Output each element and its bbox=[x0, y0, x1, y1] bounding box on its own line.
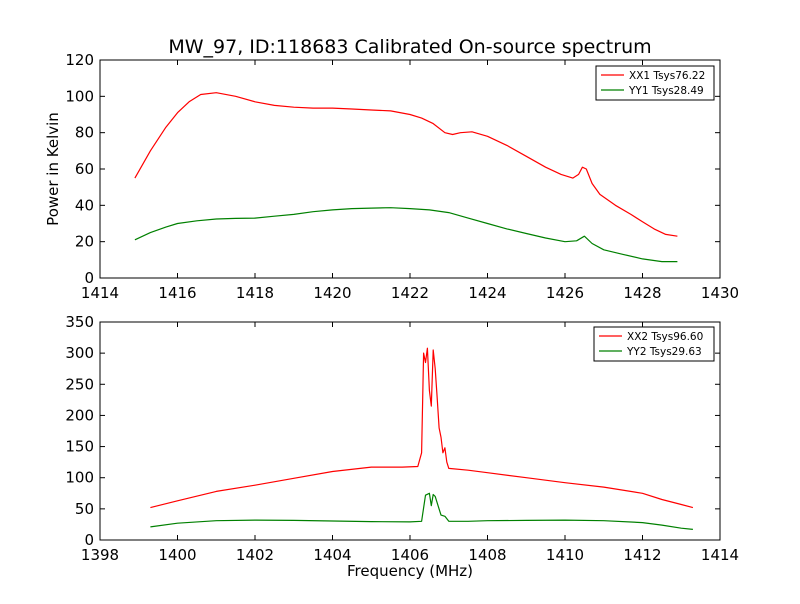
x-tick-label: 1414 bbox=[81, 284, 119, 302]
x-tick-label: 1404 bbox=[313, 546, 351, 564]
x-tick-label: 1430 bbox=[701, 284, 739, 302]
legend-label: XX2 Tsys96.60 bbox=[627, 331, 703, 343]
x-tick-label: 1428 bbox=[623, 284, 661, 302]
x-axis-label: Frequency (MHz) bbox=[347, 562, 473, 580]
series-line-yy bbox=[134, 207, 678, 263]
x-tick-label: 1410 bbox=[546, 546, 584, 564]
y-tick-label: 300 bbox=[65, 344, 94, 362]
series-line-xx bbox=[134, 92, 678, 237]
series-line-xx bbox=[150, 347, 694, 509]
y-tick-label: 40 bbox=[75, 196, 94, 214]
x-tick-label: 1418 bbox=[236, 284, 274, 302]
y-tick-label: 200 bbox=[65, 406, 94, 424]
y-tick-label: 100 bbox=[65, 87, 94, 105]
y-tick-label: 350 bbox=[65, 313, 94, 331]
x-tick-label: 1414 bbox=[701, 546, 739, 564]
series-line-yy bbox=[150, 492, 693, 530]
x-tick-label: 1416 bbox=[158, 284, 196, 302]
x-tick-label: 1400 bbox=[158, 546, 196, 564]
y-tick-label: 60 bbox=[75, 160, 94, 178]
top-plot: 1414 1416 1418 1420 1422 1424 1426 1428 1430 0 20 4… bbox=[44, 51, 739, 302]
bottom-plot: 1398 1400 1402 1404 1406 1408 1410 1412 1414 0 50 1… bbox=[65, 313, 739, 580]
legend-box bbox=[593, 326, 715, 362]
y-tick-label: 0 bbox=[84, 269, 94, 287]
y-tick-label: 120 bbox=[65, 51, 94, 69]
x-tick-label: 1406 bbox=[391, 546, 429, 564]
y-tick-label: 20 bbox=[75, 233, 94, 251]
y-tick-label: 250 bbox=[65, 375, 94, 393]
legend-label: YY2 Tsys29.63 bbox=[626, 346, 702, 358]
y-tick-label: 150 bbox=[65, 438, 94, 456]
y-axis-label: Power in Kelvin bbox=[44, 112, 62, 226]
x-tick-label: 1420 bbox=[313, 284, 351, 302]
x-tick-label: 1402 bbox=[236, 546, 274, 564]
legend-label: XX1 Tsys76.22 bbox=[629, 70, 705, 82]
chart-title: MW_97, ID:118683 Calibrated On-source sp… bbox=[168, 36, 651, 58]
legend-box bbox=[595, 65, 715, 101]
x-tick-label: 1408 bbox=[468, 546, 506, 564]
x-tick-label: 1422 bbox=[391, 284, 429, 302]
legend-label: YY1 Tsys28.49 bbox=[628, 85, 704, 97]
y-tick-label: 50 bbox=[75, 500, 94, 518]
y-tick-label: 100 bbox=[65, 469, 94, 487]
y-tick-label: 80 bbox=[75, 124, 94, 142]
x-tick-label: 1426 bbox=[546, 284, 584, 302]
y-tick-label: 0 bbox=[84, 531, 94, 549]
x-tick-label: 1412 bbox=[623, 546, 661, 564]
x-tick-label: 1398 bbox=[81, 546, 119, 564]
x-tick-label: 1424 bbox=[468, 284, 506, 302]
